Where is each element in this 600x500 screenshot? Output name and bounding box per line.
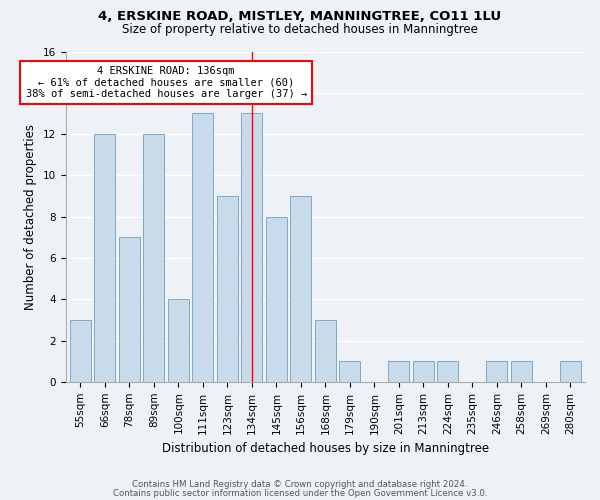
Bar [511, 361, 532, 382]
Bar [193, 114, 213, 382]
Bar [388, 361, 409, 382]
Bar [315, 320, 336, 382]
Bar [437, 361, 458, 382]
Bar [290, 196, 311, 382]
Text: 4, ERSKINE ROAD, MISTLEY, MANNINGTREE, CO11 1LU: 4, ERSKINE ROAD, MISTLEY, MANNINGTREE, C… [98, 10, 502, 23]
Bar [241, 114, 262, 382]
Bar [266, 216, 287, 382]
Bar [143, 134, 164, 382]
Text: 4 ERSKINE ROAD: 136sqm
← 61% of detached houses are smaller (60)
38% of semi-det: 4 ERSKINE ROAD: 136sqm ← 61% of detached… [26, 66, 307, 99]
Bar [487, 361, 507, 382]
Bar [119, 238, 140, 382]
Bar [340, 361, 360, 382]
Text: Contains public sector information licensed under the Open Government Licence v3: Contains public sector information licen… [113, 488, 487, 498]
Text: Size of property relative to detached houses in Manningtree: Size of property relative to detached ho… [122, 22, 478, 36]
Bar [560, 361, 581, 382]
Y-axis label: Number of detached properties: Number of detached properties [24, 124, 37, 310]
Bar [217, 196, 238, 382]
Bar [168, 299, 189, 382]
Bar [94, 134, 115, 382]
Bar [70, 320, 91, 382]
X-axis label: Distribution of detached houses by size in Manningtree: Distribution of detached houses by size … [162, 442, 489, 455]
Text: Contains HM Land Registry data © Crown copyright and database right 2024.: Contains HM Land Registry data © Crown c… [132, 480, 468, 489]
Bar [413, 361, 434, 382]
